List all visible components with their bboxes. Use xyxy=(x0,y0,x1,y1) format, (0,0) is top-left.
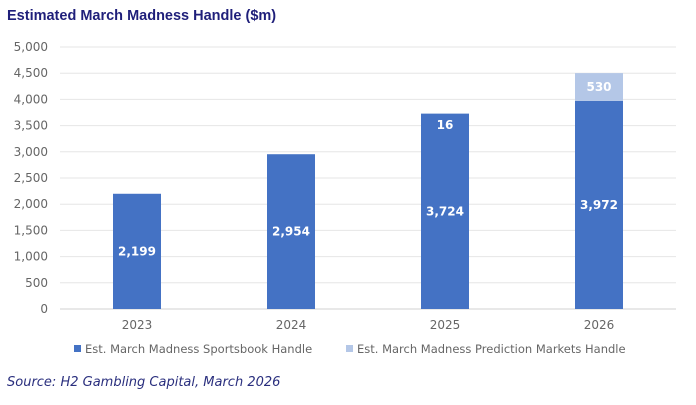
y-tick-label: 1,500 xyxy=(14,223,48,237)
y-tick-label: 2,000 xyxy=(14,197,48,211)
data-label: 16 xyxy=(437,118,454,132)
y-tick-label: 3,000 xyxy=(14,145,48,159)
source-note: Source: H2 Gambling Capital, March 2026 xyxy=(7,375,281,390)
bar-segment-prediction-markets xyxy=(421,113,469,114)
y-tick-label: 4,000 xyxy=(14,92,48,106)
legend-label: Est. March Madness Sportsbook Handle xyxy=(85,342,312,356)
bar-segment-prediction-markets xyxy=(575,73,623,101)
stacked-bar-chart: 0 500 1,000 1,500 2,000 2,500 3,000 3,500 4,000 4… xyxy=(14,40,676,356)
data-label: 2,199 xyxy=(118,244,156,258)
bar-segment-sportsbook xyxy=(421,113,469,309)
x-tick-label: 2023 xyxy=(122,318,153,332)
y-tick-label: 2,500 xyxy=(14,171,48,185)
y-tick-label: 500 xyxy=(25,276,48,290)
y-tick-label: 0 xyxy=(40,302,48,316)
data-label: 3,724 xyxy=(426,204,464,218)
bar-segment-sportsbook xyxy=(575,100,623,309)
y-tick-label: 4,500 xyxy=(14,66,48,80)
legend-label: Est. March Madness Prediction Markets Ha… xyxy=(357,342,626,356)
y-tick-label: 5,000 xyxy=(14,40,48,54)
data-label: 2,954 xyxy=(272,225,310,239)
x-tick-label: 2024 xyxy=(276,318,307,332)
legend-swatch xyxy=(346,345,353,352)
bar-segment-sportsbook xyxy=(113,193,161,309)
x-tick-label: 2025 xyxy=(430,318,461,332)
legend-swatch xyxy=(74,345,81,352)
y-tick-label: 1,000 xyxy=(14,250,48,264)
x-tick-label: 2026 xyxy=(584,318,615,332)
chart-title: Estimated March Madness Handle ($m) xyxy=(7,8,277,24)
data-label: 3,972 xyxy=(580,198,618,212)
bar-segment-sportsbook xyxy=(267,154,315,309)
y-tick-label: 3,500 xyxy=(14,119,48,133)
data-label: 530 xyxy=(586,80,611,94)
